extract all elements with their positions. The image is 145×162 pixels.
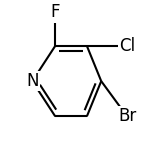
Text: F: F [50, 3, 60, 21]
Text: Cl: Cl [119, 37, 135, 55]
Text: Br: Br [118, 107, 136, 125]
Text: N: N [26, 72, 39, 90]
